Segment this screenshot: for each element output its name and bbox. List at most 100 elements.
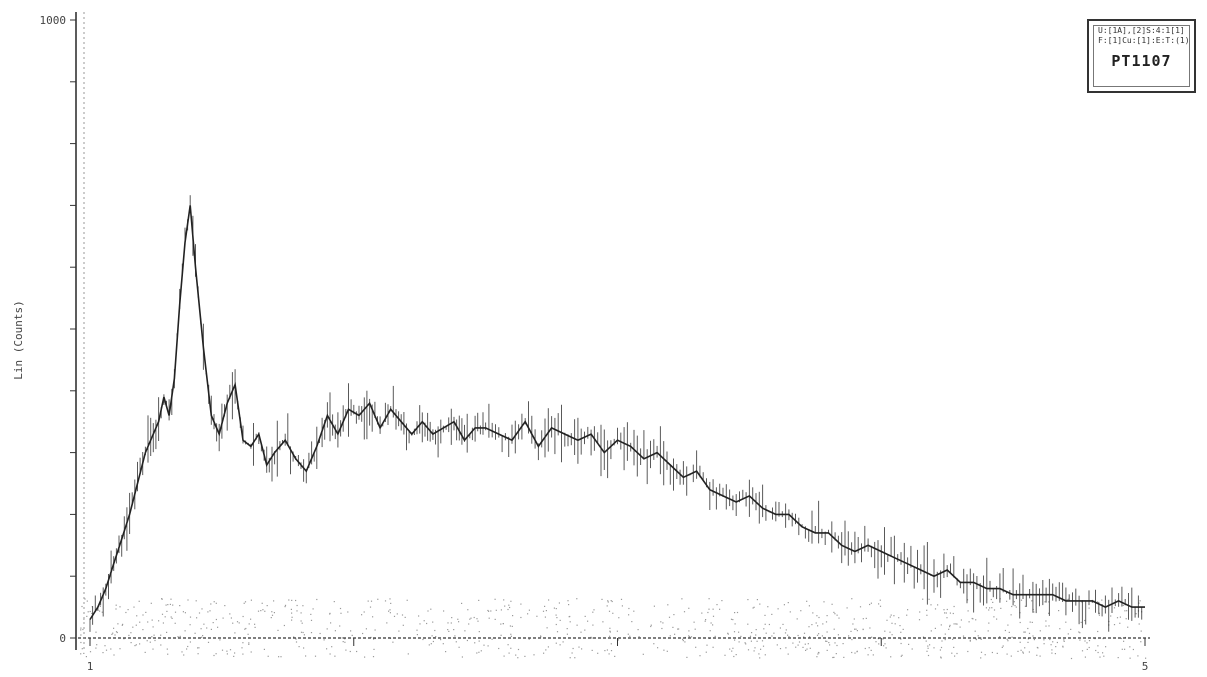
y-axis-label: Lin (Counts) [12,300,25,379]
noise-dot [832,656,834,659]
noise-dot [280,656,282,658]
noise-dot [250,651,252,653]
noise-dot [455,641,457,643]
noise-dot [690,636,693,638]
noise-dot [991,607,993,609]
noise-dot [1054,653,1056,655]
noise-dot [339,607,342,610]
noise-dot [1043,639,1045,641]
noise-dot [520,603,522,605]
noise-dot [363,611,365,613]
noise-dot [206,627,208,629]
noise-dot [145,611,147,613]
noise-dot [637,629,639,631]
noise-dot [152,626,154,628]
noise-dot [476,652,478,654]
noise-dot [929,644,931,646]
noise-dot [132,626,134,628]
noise-dot [316,598,318,601]
noise-dot [890,656,892,658]
noise-dot [1039,655,1041,657]
noise-dot [838,617,840,619]
noise-dot [1086,648,1088,650]
noise-dot [592,624,594,626]
noise-dot [302,605,304,607]
noise-dot [135,644,137,646]
noise-dot [277,629,279,631]
noise-dot [985,607,987,609]
noise-dot [1001,646,1003,648]
noise-dot [894,623,896,625]
noise-dot [602,621,604,623]
noise-dot [558,602,560,604]
noise-dot [756,599,758,601]
noise-dot [590,636,592,638]
noise-dot [291,619,293,621]
noise-dot [1129,657,1131,659]
noise-dot [567,600,569,602]
noise-dot [189,641,191,643]
noise-dot [918,619,921,621]
noise-dot [511,625,513,627]
noise-dot [864,647,866,650]
noise-dot [164,616,166,618]
noise-dot [95,647,97,649]
noise-dot [139,643,141,645]
noise-dot [262,609,264,611]
noise-dot [170,598,172,600]
noise-dot [1096,601,1098,603]
noise-dot [752,607,754,609]
noise-dot [1023,631,1025,633]
noise-dot [217,626,219,628]
noise-dot [1097,645,1099,647]
noise-dot [91,612,93,615]
noise-dot [1019,621,1021,624]
noise-dot [996,652,998,654]
noise-dot [230,617,232,619]
noise-dot [1036,646,1038,649]
noise-dot [782,623,784,625]
noise-dot [111,633,113,635]
axes [75,12,1150,650]
noise-dot [704,620,706,622]
noise-dot [221,649,224,651]
noise-dot [1063,640,1065,642]
noise-dot [172,604,174,606]
noise-dot [753,650,755,652]
noise-dot [236,621,239,623]
noise-dot [331,646,333,648]
noise-dot [461,602,463,604]
noise-dot [503,599,505,601]
noise-dot [628,607,630,610]
noise-dot [1051,649,1053,651]
x-tick-label: 5 [1142,660,1149,673]
noise-dot [1079,632,1081,634]
noise-dot [434,629,436,632]
noise-dot [677,628,679,630]
noise-dot [290,608,292,610]
noise-dot [969,640,971,642]
noise-dot [250,599,252,601]
noise-dot [319,632,321,635]
noise-dot [569,621,571,623]
noise-dot [167,604,169,606]
noise-dot [1024,647,1026,649]
noise-dot [1120,637,1122,640]
noise-dot [609,631,611,633]
noise-dot [953,646,955,648]
noise-dot [432,621,434,623]
noise-dot [82,628,84,631]
noise-dot [1098,614,1100,616]
noise-dot [949,612,951,614]
noise-dot [666,650,668,652]
noise-dot [901,654,903,656]
noise-dot [466,639,468,642]
noise-dot [954,655,956,657]
noise-dot [784,632,787,634]
noise-dot [907,609,909,611]
noise-dot [1088,646,1090,649]
noise-dot [242,642,244,644]
noise-dot [826,640,828,642]
noise-dot [1004,629,1006,632]
noise-dot [104,645,106,647]
